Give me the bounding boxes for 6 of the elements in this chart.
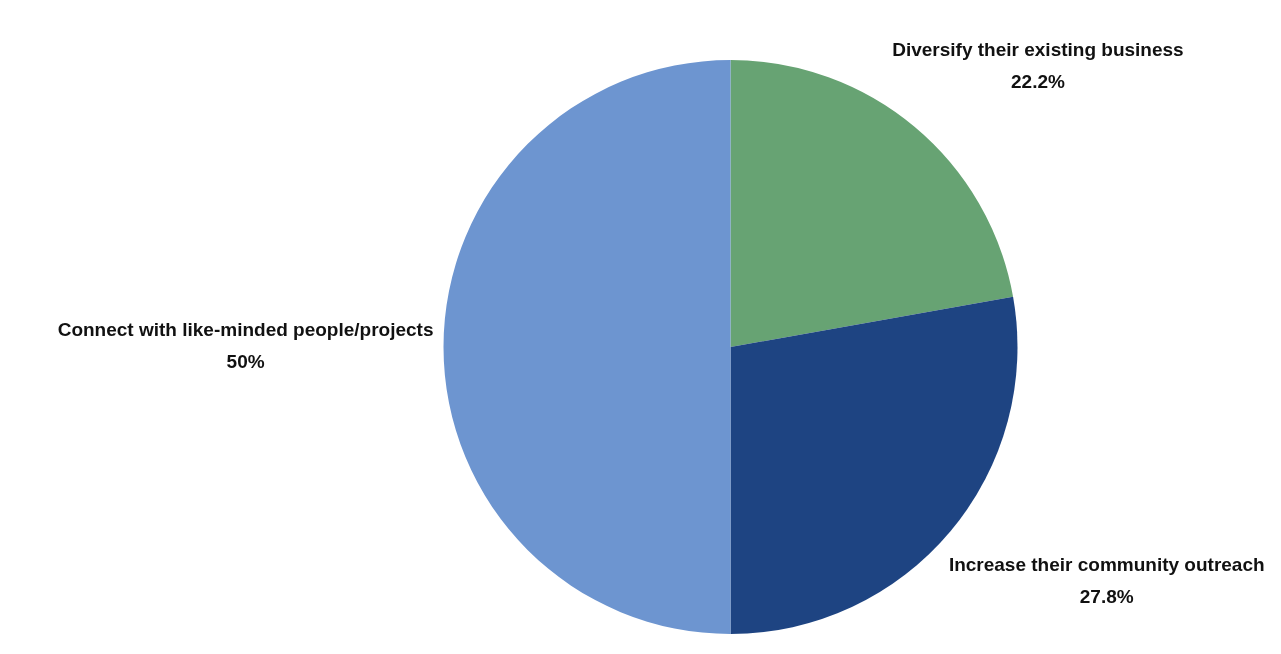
data-label: 27.8% xyxy=(1079,585,1134,607)
slice-label: Connect with like-minded people/projects xyxy=(57,319,434,341)
slice-label: Increase their community outreach xyxy=(948,553,1265,575)
slice-label: Diversify their existing business xyxy=(892,39,1184,61)
data-label: 50% xyxy=(226,351,265,373)
data-label: 22.2% xyxy=(1011,71,1065,93)
